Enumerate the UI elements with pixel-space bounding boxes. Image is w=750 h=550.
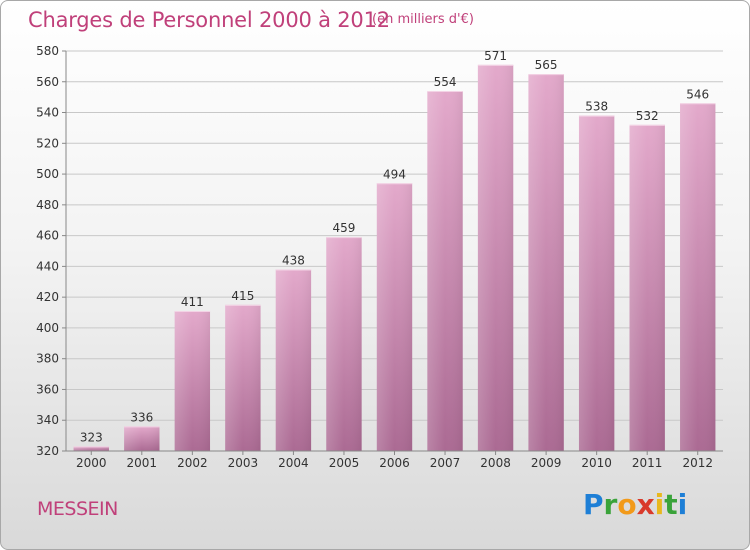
y-tick-label: 440 [36,259,59,273]
x-tick-label: 2011 [632,456,663,470]
y-tick-label: 340 [36,413,59,427]
bar-shading [680,103,716,452]
y-tick-label: 460 [36,229,59,243]
bar-shading [73,446,109,451]
data-label: 532 [636,109,659,123]
x-tick-label: 2000 [76,456,107,470]
bar-shading [578,115,615,451]
bar-shading [326,237,362,451]
data-label: 336 [130,410,153,424]
x-tick-label: 2009 [531,456,562,470]
chart-subtitle: (en milliers d'€) [372,12,474,27]
y-tick-label: 560 [36,75,59,89]
logo-letter: o [617,488,637,521]
logo-letter: r [603,488,618,521]
data-label: 459 [333,221,356,235]
bar-shading [225,304,261,451]
bar-shading [528,74,564,452]
logo-letter: P [583,488,604,521]
x-tick-label: 2012 [682,456,713,470]
data-label: 565 [535,58,558,72]
x-tick-label: 2007 [430,456,461,470]
data-label: 494 [383,167,406,181]
data-label: 438 [282,253,305,267]
y-tick-label: 480 [36,198,59,212]
bar-shading [275,269,312,451]
x-tick-label: 2002 [177,456,208,470]
logo-letter: i [654,488,665,521]
x-tick-label: 2005 [329,456,360,470]
data-label: 323 [80,430,103,444]
y-tick-label: 380 [36,352,59,366]
y-tick-label: 320 [36,444,59,458]
bar-shading [427,91,463,451]
y-tick-label: 420 [36,290,59,304]
bar-shading [376,183,413,452]
data-label: 554 [434,75,457,89]
x-tick-label: 2004 [278,456,309,470]
x-tick-label: 2003 [228,456,259,470]
y-tick-label: 580 [36,44,59,58]
data-label: 411 [181,295,204,309]
commune-name: MESSEIN [37,498,118,520]
data-label: 415 [231,289,254,303]
y-tick-label: 500 [36,167,59,181]
logo-letter: x [636,488,655,521]
bar-shading [174,311,211,451]
x-tick-label: 2010 [581,456,612,470]
x-tick-label: 2008 [480,456,511,470]
y-tick-label: 520 [36,136,59,150]
bar-shading [477,64,514,451]
data-label: 571 [484,49,507,63]
data-label: 538 [585,100,608,114]
y-tick-label: 540 [36,106,59,120]
data-label: 546 [686,87,709,101]
bar-shading [629,124,665,451]
logo-letter: t [664,488,678,521]
chart-title: Charges de Personnel 2000 à 2012 [28,8,390,32]
y-tick-label: 360 [36,382,59,396]
bar-shading [124,426,160,451]
x-tick-label: 2006 [379,456,410,470]
x-tick-label: 2001 [127,456,158,470]
logo-letter: i [677,488,688,521]
y-tick-label: 400 [36,321,59,335]
proxiti-logo: Proxiti [583,488,687,521]
